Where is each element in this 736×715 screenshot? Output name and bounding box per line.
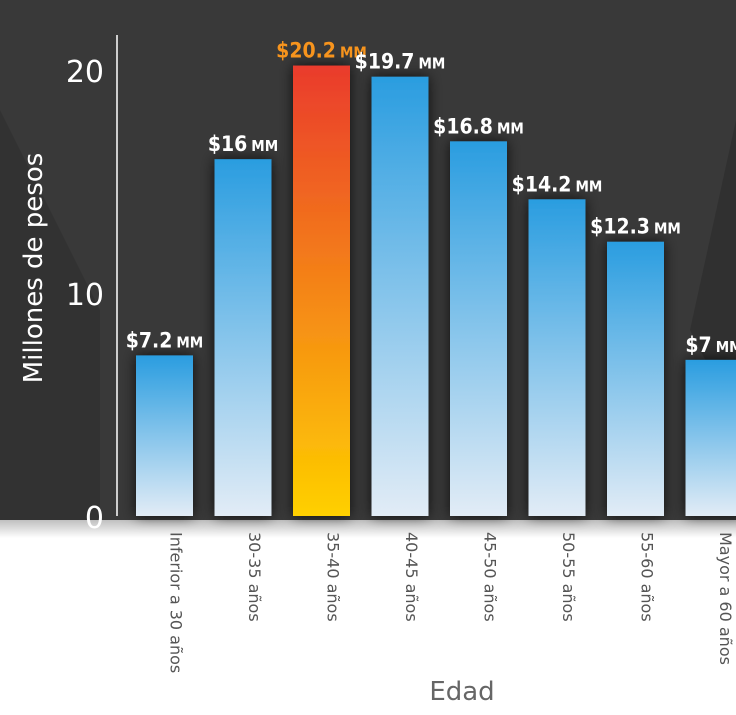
bar-value-label: $7 MM xyxy=(685,333,736,357)
bar-value-label: $19.7 MM xyxy=(355,50,446,74)
bar xyxy=(450,141,507,517)
bar xyxy=(607,241,664,516)
bar xyxy=(136,355,193,516)
bar-value-label: $14.2 MM xyxy=(512,172,603,196)
background-facet-left xyxy=(0,110,100,520)
bar xyxy=(685,359,736,516)
bar xyxy=(528,199,586,516)
category-label: 50-55 años xyxy=(559,532,578,622)
value-labels: $7.2 MM $16 MM $20.2 MM$19.7 MM $16.8 MM $14.2 MM $… xyxy=(126,39,736,357)
y-tick-label: 20 xyxy=(66,55,104,90)
category-labels: Inferior a 30 años 30-35 años 35-40 años 40… xyxy=(167,532,736,673)
background-facet-right xyxy=(690,120,736,420)
bar-value-label: $16 MM xyxy=(208,132,278,156)
bar-value-label: $7.2 MM xyxy=(126,328,204,352)
bars xyxy=(136,65,736,517)
x-axis-label: Edad xyxy=(429,677,494,707)
bar-value-label: $16.8 MM xyxy=(433,114,524,138)
category-label: 35-40 años xyxy=(324,532,343,622)
y-tick-label: 10 xyxy=(66,278,104,313)
bar xyxy=(371,76,429,516)
category-label: Mayor a 60 años xyxy=(716,532,735,665)
bar xyxy=(214,159,272,516)
panel-bottom-shadow xyxy=(0,520,736,538)
category-label: 45-50 años xyxy=(481,532,500,622)
y-tick-labels: 0 10 20 xyxy=(66,55,104,536)
category-label: 55-60 años xyxy=(638,532,657,622)
bar-value-label: $12.3 MM xyxy=(590,215,681,239)
category-label: Inferior a 30 años xyxy=(167,532,186,673)
category-label: 40-45 años xyxy=(402,532,421,622)
bar-value-label: $20.2 MM xyxy=(276,39,367,63)
bar xyxy=(293,65,350,516)
category-label: 30-35 años xyxy=(245,532,264,622)
y-axis-label: Millones de pesos xyxy=(19,153,49,384)
y-tick-label: 0 xyxy=(85,501,104,536)
